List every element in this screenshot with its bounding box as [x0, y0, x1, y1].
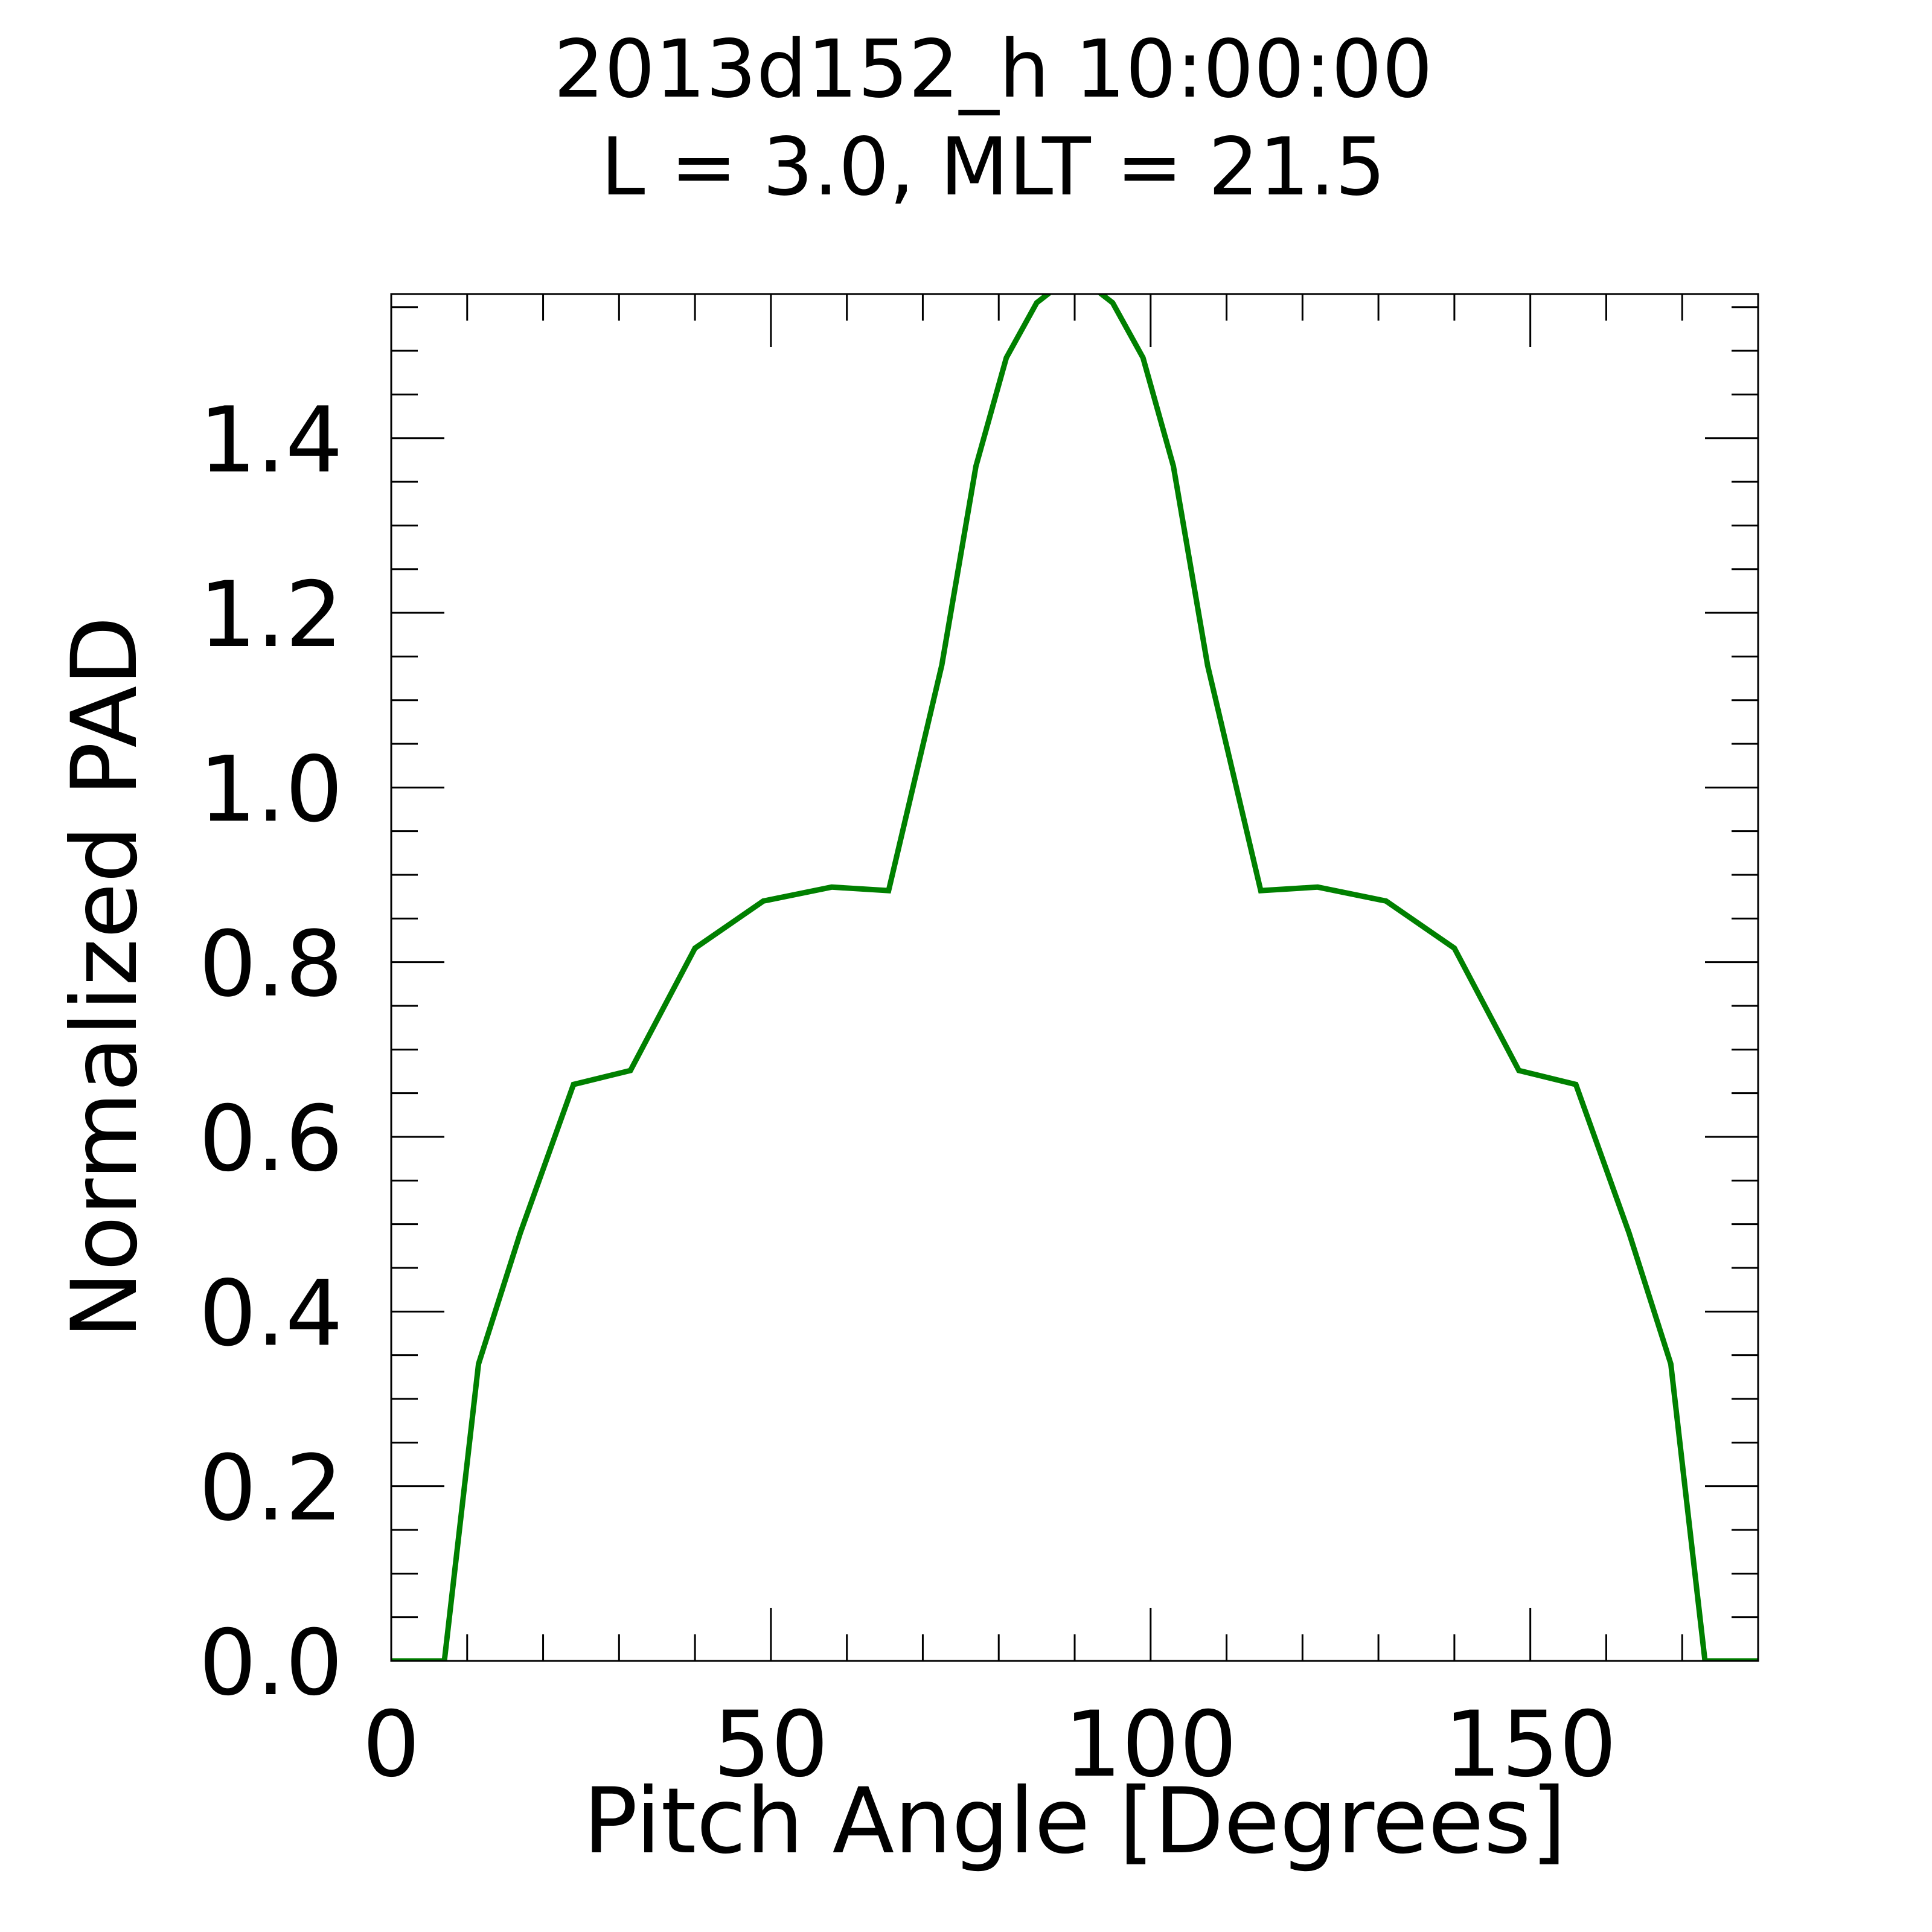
- plot-frame: [390, 293, 1759, 1662]
- chart-title: 2013d152_h 10:00:00: [554, 23, 1433, 116]
- y-tick-label: 0.8: [199, 912, 343, 1017]
- pad-series-line: [391, 294, 1758, 1661]
- x-axis-label: Pitch Angle [Degrees]: [583, 1769, 1567, 1874]
- y-tick-label: 1.4: [199, 388, 343, 493]
- y-tick-label: 0.2: [199, 1436, 343, 1541]
- series-group: [391, 294, 1758, 1661]
- y-axis-label: Normalized PAD: [53, 616, 158, 1339]
- axis-ticks: [390, 294, 1759, 1662]
- y-tick-label: 0.0: [199, 1611, 343, 1716]
- x-tick-label: 50: [713, 1692, 828, 1797]
- x-tick-label: 0: [362, 1692, 420, 1797]
- y-tick-label: 1.0: [199, 737, 343, 842]
- x-tick-label: 150: [1444, 1692, 1617, 1797]
- y-tick-label: 0.4: [199, 1261, 343, 1366]
- y-tick-label: 1.2: [199, 563, 343, 668]
- chart-subtitle: L = 3.0, MLT = 21.5: [601, 121, 1386, 214]
- axis-tick-labels: 0 50 100 150 0.0 0.2 0.4 0.6 0.8 1.0 1.2 1.4: [199, 388, 1616, 1797]
- x-tick-label: 100: [1064, 1692, 1237, 1797]
- y-tick-label: 0.6: [199, 1087, 343, 1192]
